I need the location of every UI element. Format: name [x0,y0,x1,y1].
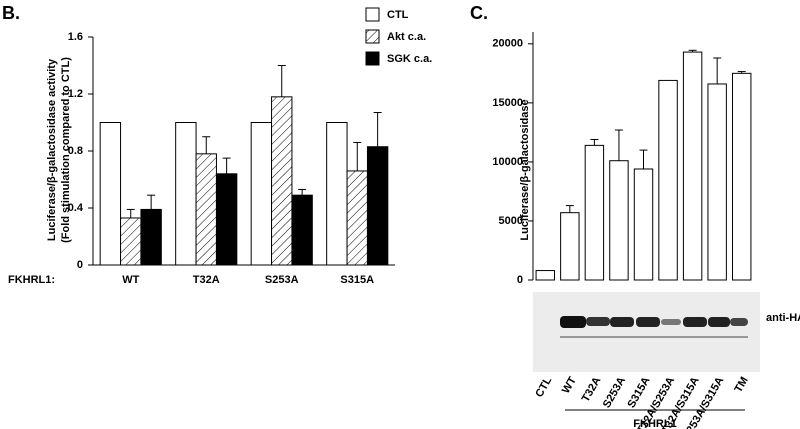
legend-swatch [365,51,380,66]
panel-label: B. [2,3,20,23]
x-tick-label: T32A [193,274,220,286]
bar [366,146,389,266]
bar [195,153,217,266]
bar [346,170,368,266]
legend-swatch [365,7,380,22]
x-tick-label: S253A [601,375,628,410]
blot-label: anti-HA [766,312,800,324]
western-blot [533,292,760,372]
bar [140,208,162,266]
x-tick-label: S253A [265,274,299,286]
legend-label: Akt c.a. [387,31,426,43]
y-tick-label: 10000 [492,156,523,168]
bar [250,122,273,266]
bar [535,270,555,281]
y-tick-label: 0 [517,274,523,286]
bar [120,217,142,266]
y-tick-label: 15000 [492,97,523,109]
bar [215,173,238,266]
bar [682,51,703,281]
x-tick-label: WT [560,375,579,396]
y-tick-label: 20000 [492,38,523,50]
legend-label: SGK c.a. [387,53,432,65]
bar [633,168,654,281]
x-tick-label: TM [732,375,750,395]
y-tick-label: 0 [77,259,83,271]
bar [732,72,752,281]
y-tick-label: 0.8 [68,145,83,157]
y-axis-label: (Fold stimulation compared to CTL) [60,57,72,243]
y-tick-label: 1.2 [68,88,83,100]
x-prefix: FKHRL1: [8,274,55,286]
y-tick-label: 0.4 [68,202,84,214]
legend-swatch [365,29,380,44]
x-tick-label: T32A [580,375,604,404]
bar [291,194,313,266]
bar [175,122,197,266]
y-axis-label: Luciferase/β-galactosidase [519,99,531,240]
panel-label: C. [470,3,488,23]
bar [326,122,348,266]
y-tick-label: 5000 [499,215,523,227]
y-tick-label: 1.6 [68,31,83,43]
group-label: FKHRL1 [633,418,676,429]
bar [99,122,122,266]
x-tick-label: WT [122,274,139,286]
x-tick-label: CTL [533,375,554,400]
bar [271,96,293,266]
bar [609,160,629,281]
bar [707,83,727,281]
bar [584,144,605,281]
y-axis-label: Luciferase/β-galactosidase activity [46,58,58,241]
bar [560,212,580,281]
x-tick-label: S315A [340,274,374,286]
bar [658,79,678,281]
legend-label: CTL [387,9,409,21]
